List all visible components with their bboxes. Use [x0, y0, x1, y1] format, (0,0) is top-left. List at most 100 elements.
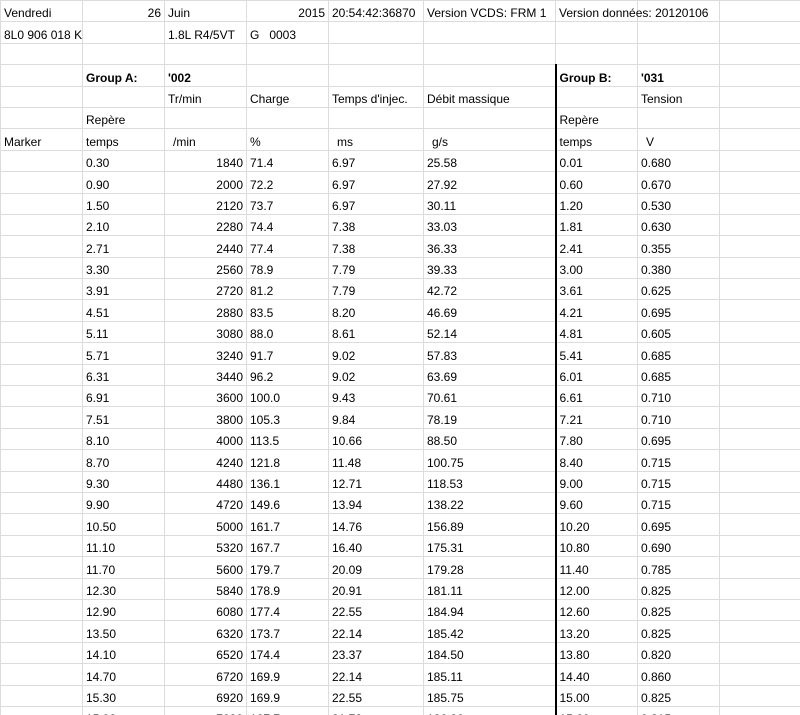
charge-value: 105.3 — [246, 406, 329, 429]
charge-value: 177.4 — [246, 598, 329, 622]
cell — [246, 106, 329, 130]
time-b-value: 7.80 — [555, 427, 638, 451]
cell — [0, 192, 83, 215]
time-a-value: 0.90 — [82, 171, 165, 194]
mass-flow-value: 185.11 — [423, 663, 557, 686]
time-label: temps — [82, 128, 165, 151]
charge-value: 161.7 — [246, 513, 329, 536]
injection-value: 7.79 — [328, 278, 424, 301]
time-label: temps — [555, 128, 638, 151]
injection-value: 21.73 — [328, 705, 424, 715]
row: 1.50 2120 73.7 6.97 30.11 1.20 0.530 — [0, 192, 800, 215]
rpm-value: 2440 — [164, 235, 247, 258]
injection-value: 7.38 — [328, 213, 424, 237]
time-b-value: 10.20 — [555, 513, 638, 536]
charge-value: 179.7 — [246, 556, 329, 579]
voltage-value: 0.825 — [637, 620, 720, 643]
row: 8.10 4000 113.5 10.66 88.50 7.80 0.695 — [0, 427, 800, 451]
time-b-value: 9.00 — [555, 470, 638, 493]
cell — [164, 42, 247, 66]
row — [0, 42, 800, 66]
group-code: G 0003 — [246, 21, 329, 44]
cell — [0, 106, 83, 130]
injection-value: 8.20 — [328, 299, 424, 322]
time-b-value: 13.80 — [555, 641, 638, 665]
mass-flow-value: 52.14 — [423, 320, 557, 344]
time-b-value: 1.81 — [555, 213, 638, 237]
cell — [0, 406, 83, 429]
time-a-value: 2.71 — [82, 235, 165, 258]
mass-flow-value: 184.50 — [423, 641, 557, 665]
cell — [719, 641, 800, 665]
voltage-value: 0.825 — [637, 598, 720, 622]
cell — [246, 42, 329, 66]
time-b-value: 4.81 — [555, 320, 638, 344]
time-a-value: 12.30 — [82, 577, 165, 600]
marker-label: Marker — [0, 128, 83, 151]
mass-flow-value: 63.69 — [423, 363, 557, 387]
mass-flow-value: 179.28 — [423, 556, 557, 579]
time-b-value: 4.21 — [555, 299, 638, 322]
injection-value: 22.55 — [328, 598, 424, 622]
cell — [0, 684, 83, 707]
cell — [637, 21, 720, 44]
rpm-value: 6720 — [164, 663, 247, 686]
row: 8L0 906 018 K 1.8L R4/5VT G 0003 — [0, 21, 800, 44]
charge-value: 78.9 — [246, 256, 329, 280]
voltage-value: 0.380 — [637, 256, 720, 280]
mass-flow-value: 175.31 — [423, 534, 557, 558]
time-label: Repère — [82, 106, 165, 130]
rpm-value: 2560 — [164, 256, 247, 280]
time-b-value: 2.41 — [555, 235, 638, 258]
time-b-value: 1.20 — [555, 192, 638, 215]
time-a-value: 14.70 — [82, 663, 165, 686]
cell — [0, 256, 83, 280]
time-a-value: 8.70 — [82, 449, 165, 472]
rpm-value: 3800 — [164, 406, 247, 429]
cell — [555, 42, 638, 66]
mass-flow-value: 25.58 — [423, 149, 557, 173]
rpm-value: 2000 — [164, 171, 247, 194]
injection-value: 16.40 — [328, 534, 424, 558]
row: 3.30 2560 78.9 7.79 39.33 3.00 0.380 — [0, 256, 800, 280]
cell — [719, 556, 800, 579]
rpm-value: 1840 — [164, 149, 247, 173]
cell — [423, 106, 557, 130]
mass-flow-value: 42.72 — [423, 278, 557, 301]
time-a-value: 0.30 — [82, 149, 165, 173]
row: 6.31 3440 96.2 9.02 63.69 6.01 0.685 — [0, 363, 800, 387]
time-a-value: 13.50 — [82, 620, 165, 643]
injection-value: 6.97 — [328, 192, 424, 215]
time-b-value: 0.01 — [555, 149, 638, 173]
voltage-value: 0.680 — [637, 149, 720, 173]
time-b-value: 8.40 — [555, 449, 638, 472]
rpm-value: 5600 — [164, 556, 247, 579]
cell — [0, 42, 83, 66]
time-b-value: 13.20 — [555, 620, 638, 643]
time-a-value: 3.91 — [82, 278, 165, 301]
time-b-value: 7.21 — [555, 406, 638, 429]
engine: 1.8L R4/5VT — [164, 21, 247, 44]
injection-value: 11.48 — [328, 449, 424, 472]
rpm-value: 3240 — [164, 342, 247, 365]
rpm-value: 4240 — [164, 449, 247, 472]
injection-value: 22.55 — [328, 684, 424, 707]
row: 6.91 3600 100.0 9.43 70.61 6.61 0.710 — [0, 385, 800, 408]
cell — [0, 299, 83, 322]
rpm-value: 4720 — [164, 491, 247, 515]
voltage-value: 0.695 — [637, 427, 720, 451]
injection-value: 20.09 — [328, 556, 424, 579]
date-day: 26 — [82, 0, 165, 23]
rpm-value: 4000 — [164, 427, 247, 451]
cell — [719, 598, 800, 622]
voltage-value: 0.825 — [637, 577, 720, 600]
cell — [0, 385, 83, 408]
rpm-value: 6080 — [164, 598, 247, 622]
time-a-value: 5.71 — [82, 342, 165, 365]
cell — [82, 85, 165, 108]
charge-value: 167.7 — [246, 534, 329, 558]
voltage-value: 0.670 — [637, 171, 720, 194]
charge-value: 74.4 — [246, 213, 329, 237]
time-a-value: 1.50 — [82, 192, 165, 215]
time-b-value: 9.60 — [555, 491, 638, 515]
